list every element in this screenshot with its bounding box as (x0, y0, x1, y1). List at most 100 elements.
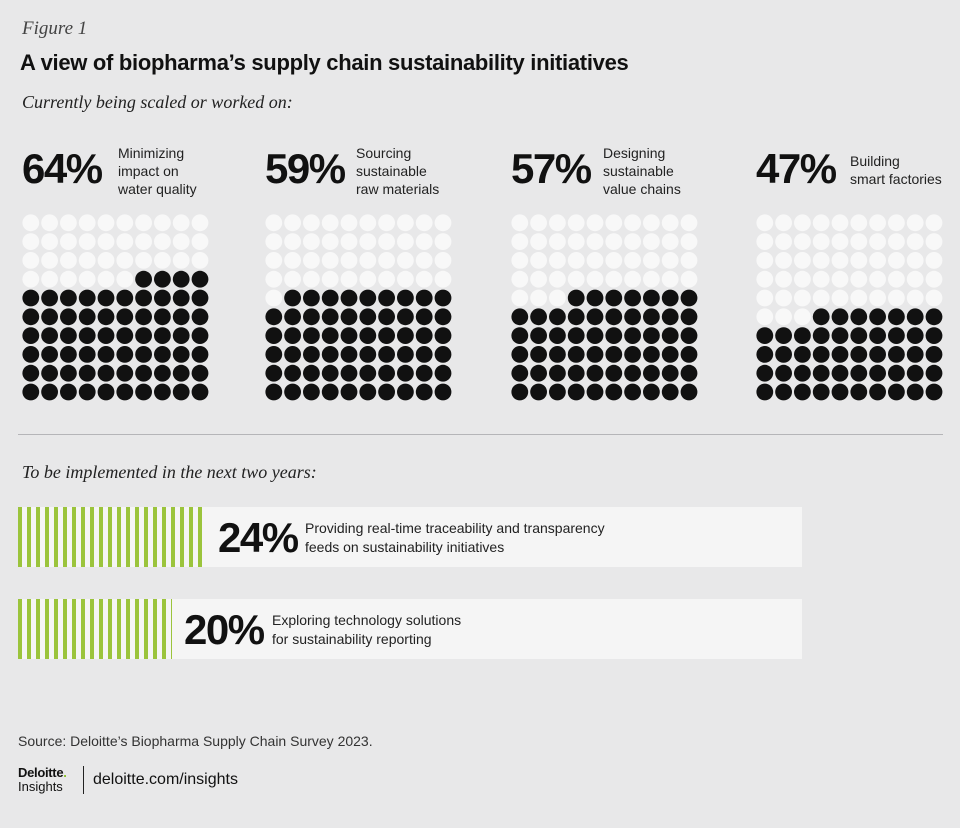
waffle-dot-empty (78, 252, 96, 269)
waffle-dot-filled (511, 364, 529, 382)
waffle-dot-filled (378, 308, 395, 326)
waffle-dot-empty (869, 252, 886, 269)
waffle-dot-filled (116, 383, 134, 401)
waffle-dot-filled (661, 327, 679, 344)
waffle-dot-filled (680, 308, 698, 326)
desc-line: Sourcing (356, 145, 412, 161)
waffle-dot-filled (415, 308, 433, 326)
waffle-dot-empty (756, 233, 774, 250)
waffle-dot-filled (925, 308, 943, 326)
waffle-dot-empty (756, 308, 774, 326)
waffle-dot-filled (794, 364, 811, 382)
waffle-dot-empty (60, 270, 77, 288)
waffle-dot-empty (549, 233, 566, 250)
waffle-dot-empty (397, 233, 414, 250)
waffle-dot-empty (303, 214, 320, 232)
section-label-current: Currently being scaled or worked on: (22, 92, 293, 112)
waffle-percent: 57% (511, 145, 592, 192)
waffle-dot-filled (812, 327, 830, 344)
waffle-dot-empty (78, 214, 96, 232)
waffle-dot-empty (97, 233, 115, 250)
waffle-dot-filled (434, 327, 452, 344)
waffle-dot-empty (906, 214, 924, 232)
waffle-dot-filled (284, 308, 301, 326)
waffle-dot-filled (605, 383, 623, 401)
waffle-dot-filled (321, 289, 339, 307)
waffle-dot-filled (906, 383, 924, 401)
logo-brand: Deloitte (18, 765, 64, 780)
waffle-dot-filled (22, 383, 40, 401)
waffle-dot-empty (511, 252, 529, 269)
waffle-dot-filled (265, 383, 283, 401)
waffle-dot-filled (624, 364, 641, 382)
waffle-dot-empty (812, 233, 830, 250)
waffle-dot-empty (869, 289, 886, 307)
waffle-dot-filled (397, 289, 414, 307)
waffle-dot-empty (359, 252, 377, 269)
waffle-dot-filled (906, 364, 924, 382)
waffle-dot-filled (97, 364, 115, 382)
waffle-dot-filled (643, 308, 660, 326)
waffle-dot-empty (850, 289, 868, 307)
waffle-dot-filled (60, 364, 77, 382)
waffle-dot-filled (567, 327, 585, 344)
waffle-dot-filled (850, 346, 868, 363)
waffle-dot-filled (586, 383, 604, 401)
waffle-dot-filled (340, 346, 358, 363)
waffle-dot-filled (624, 383, 641, 401)
waffle-dot-filled (869, 308, 886, 326)
waffle-dot-empty (415, 252, 433, 269)
waffle-dot-filled (850, 327, 868, 344)
desc-line: sustainable (603, 163, 674, 179)
waffle-dot-filled (567, 308, 585, 326)
waffle-dot-filled (284, 289, 301, 307)
waffle-dot-empty (397, 252, 414, 269)
waffle-dot-filled (397, 364, 414, 382)
waffle-dot-filled (340, 364, 358, 382)
waffle-dot-filled (624, 308, 641, 326)
deloitte-insights-logo: Deloitte. Insights (18, 766, 67, 794)
waffle-dot-filled (172, 289, 190, 307)
waffle-dot-filled (172, 346, 190, 363)
waffle-dot-filled (340, 327, 358, 344)
waffle-dot-empty (850, 214, 868, 232)
waffle-dot-filled (567, 383, 585, 401)
waffle-dot-empty (775, 252, 792, 269)
waffle-dot-filled (303, 289, 320, 307)
waffle-dot-filled (567, 364, 585, 382)
waffle-dot-filled (530, 327, 547, 344)
waffle-dot-empty (643, 233, 660, 250)
waffle-dot-empty (567, 270, 585, 288)
waffle-dot-empty (359, 214, 377, 232)
waffle-dot-filled (303, 383, 320, 401)
waffle-dot-filled (586, 289, 604, 307)
waffle-dot-filled (60, 327, 77, 344)
waffle-dot-filled (869, 327, 886, 344)
waffle-dot-empty (340, 214, 358, 232)
logo-dot: . (63, 765, 67, 780)
waffle-dot-empty (303, 270, 320, 288)
waffle-dot-filled (135, 383, 152, 401)
waffle-dot-filled (567, 289, 585, 307)
waffle-dot-filled (191, 270, 209, 288)
waffle-dot-empty (869, 214, 886, 232)
waffle-dot-filled (680, 289, 698, 307)
desc-line: feeds on sustainability initiatives (305, 539, 505, 555)
waffle-dot-filled (586, 364, 604, 382)
waffle-dot-filled (41, 364, 58, 382)
waffle-dot-filled (116, 346, 134, 363)
site-link[interactable]: deloitte.com/insights (93, 771, 238, 788)
waffle-dot-filled (340, 308, 358, 326)
bar-percent: 24% (218, 514, 299, 561)
waffle-dot-filled (41, 346, 58, 363)
waffle-dot-empty (680, 252, 698, 269)
waffle-dot-filled (191, 346, 209, 363)
waffle-percent: 59% (265, 145, 346, 192)
waffle-dot-filled (643, 364, 660, 382)
waffle-dot-empty (680, 270, 698, 288)
source-note: Source: Deloitte’s Biopharma Supply Chai… (18, 733, 373, 749)
bar-description: Providing real-time traceability and tra… (305, 519, 605, 557)
waffle-dot-filled (812, 364, 830, 382)
waffle-dot-empty (191, 252, 209, 269)
bar-fill (18, 599, 172, 659)
